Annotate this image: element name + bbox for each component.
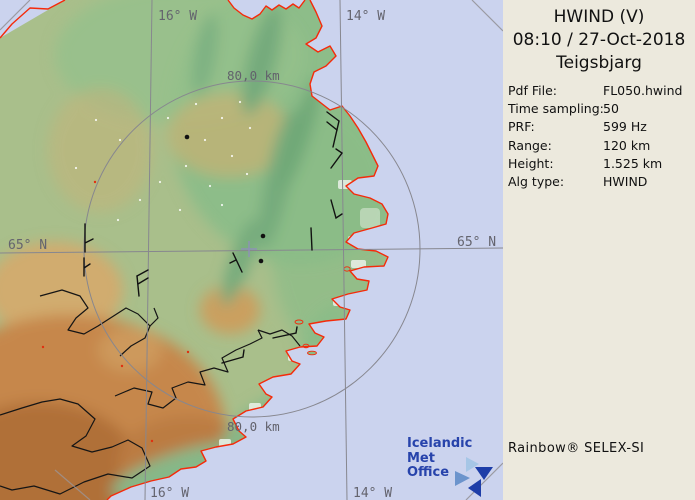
- meta-label: Alg type:: [508, 173, 565, 189]
- wind-barb: [221, 349, 245, 364]
- wind-barb: [83, 257, 91, 277]
- ring-label-bottom: 80,0 km: [227, 419, 280, 434]
- wind-barb: [229, 252, 243, 273]
- meta-value: FL050.hwind: [603, 83, 683, 98]
- radar-site-name: Teigsbjarg: [556, 53, 642, 73]
- meta-value: HWIND: [603, 173, 648, 189]
- wind-barb: [136, 269, 149, 297]
- logo-text-line2: Office: [407, 465, 450, 480]
- meta-value: 599 Hz: [603, 119, 647, 135]
- meta-row-pdf-file: Pdf File: FL050.hwind: [503, 82, 695, 100]
- radar-map: 16° W 14° W 16° W 14° W 65° N 65° N 80,0…: [0, 0, 503, 500]
- meta-row-alg-type: Alg type: HWIND: [503, 173, 695, 191]
- terrain-speckles: [74, 100, 252, 222]
- meta-label: Range:: [508, 137, 552, 153]
- calm-dot: [258, 258, 264, 264]
- meta-row-height: Height: 1.525 km: [503, 155, 695, 173]
- wind-barb: [330, 148, 343, 169]
- lon-label-14w-top: 14° W: [346, 9, 385, 24]
- lon-label-14w-bottom: 14° W: [353, 486, 392, 500]
- logo-text-line1: Icelandic Met: [407, 436, 473, 466]
- ring-label-top: 80,0 km: [227, 68, 280, 83]
- radar-map-canvas: 16° W 14° W 16° W 14° W 65° N 65° N 80,0…: [0, 0, 503, 500]
- software-branding: Rainbow® SELEX-SI: [508, 441, 645, 456]
- meta-label: Pdf File:: [508, 83, 557, 98]
- icelandic-met-office-logo: Icelandic Met Office: [407, 436, 503, 500]
- meta-value: 120 km: [603, 137, 651, 153]
- lon-label-16w-bottom: 16° W: [150, 486, 189, 500]
- coastline: [0, 0, 389, 500]
- product-title: HWIND (V): [553, 7, 645, 27]
- wind-barb: [310, 227, 313, 251]
- wind-barbs: [83, 111, 343, 364]
- range-ring-80km: [83, 80, 421, 418]
- meta-row-prf: PRF: 599 Hz: [503, 118, 695, 136]
- meta-row-range: Range: 120 km: [503, 137, 695, 155]
- lat-label-65n-right: 65° N: [457, 235, 496, 250]
- imo-pinwheel-icon: [453, 455, 497, 499]
- info-panel: HWIND (V) 08:10 / 27-Oct-2018 Teigsbjarg…: [503, 0, 695, 500]
- meta-label: PRF:: [508, 119, 535, 135]
- lat-label-65n-left: 65° N: [8, 238, 47, 253]
- meta-label: Time sampling:: [508, 101, 604, 117]
- meta-value: 50: [603, 101, 619, 117]
- metadata-list: Pdf File: FL050.hwind Time sampling: 50 …: [503, 82, 695, 191]
- calm-dot: [260, 233, 266, 239]
- wind-barb: [84, 223, 94, 253]
- scan-datetime: 08:10 / 27-Oct-2018: [512, 30, 686, 50]
- meta-value: 1.525 km: [603, 155, 663, 171]
- radar-center-cross-icon: [241, 241, 257, 257]
- lon-label-16w-top: 16° W: [158, 9, 197, 24]
- meta-row-time-sampling: Time sampling: 50: [503, 100, 695, 118]
- glacier-outlines: [0, 289, 301, 495]
- wind-barb: [326, 111, 340, 148]
- wind-barb: [330, 199, 343, 220]
- wind-barb: [272, 326, 298, 339]
- meta-label: Height:: [508, 155, 554, 171]
- calm-dot: [184, 134, 190, 140]
- graticule: [0, 0, 503, 500]
